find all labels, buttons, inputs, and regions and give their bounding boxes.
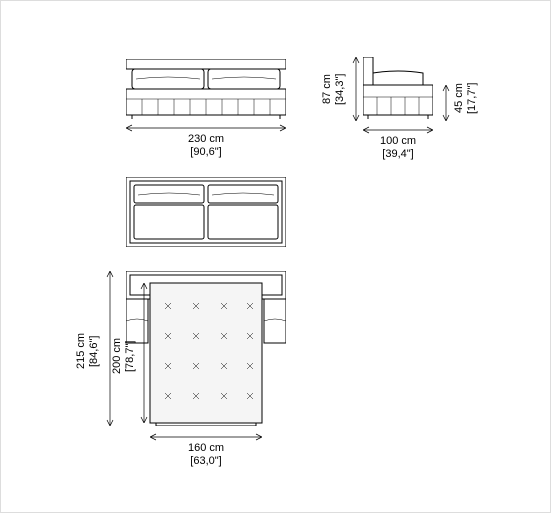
label-230cm: 230 cm [90,6"] — [126, 133, 286, 159]
label-200cm: 200 cm [78,7"] — [111, 306, 137, 406]
label-87cm: 87 cm [34,3"] — [321, 57, 347, 121]
dim-side-depth — [363, 125, 433, 135]
top-view-open — [126, 271, 286, 426]
top-view-closed — [126, 177, 286, 247]
side-view — [363, 57, 433, 121]
label-160cm: 160 cm [63,0"] — [150, 442, 262, 468]
front-view — [126, 59, 286, 119]
dim-seat-height — [441, 85, 451, 121]
dim-200 — [139, 283, 149, 423]
dim-160 — [150, 432, 262, 442]
dim-side-height — [351, 57, 361, 121]
dim-front-width — [126, 123, 286, 133]
label-45cm: 45 cm [17,7"] — [453, 75, 479, 121]
label-100cm: 100 cm [39,4"] — [363, 135, 433, 161]
label-215cm: 215 cm [84,6"] — [75, 301, 101, 401]
